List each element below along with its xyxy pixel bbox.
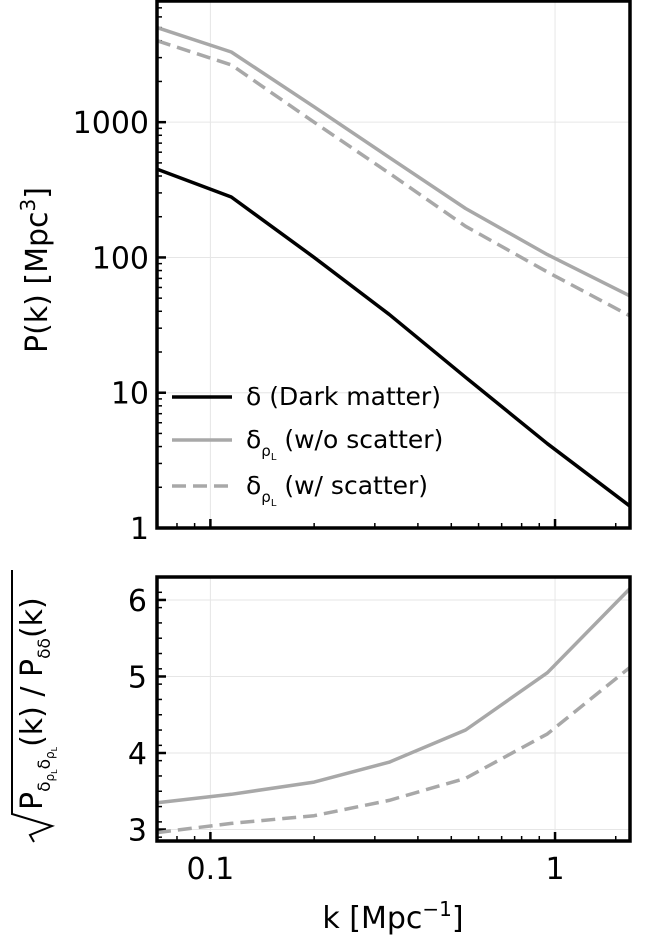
ratio-expression: PδρLδρL(k) / Pδδ(k) (15, 597, 59, 810)
ratio-series-line-1 (156, 665, 632, 835)
series-line-2 (156, 39, 631, 318)
legend-entry: δρL (w/ scatter) (246, 471, 428, 509)
top-y-axis-label: P(k) [Mpc3] (16, 187, 55, 353)
bottom-panel-frame (155, 575, 632, 843)
top-panel-frame (155, 0, 632, 530)
y-tick-label: 10 (111, 377, 149, 412)
y-tick-label: 5 (128, 660, 147, 695)
x-tick-label: 0.1 (187, 852, 235, 887)
series-line-0 (156, 167, 632, 508)
series-line-1 (156, 25, 631, 298)
y-tick-label: 4 (128, 737, 147, 772)
x-axis-label: k [Mpc−1] (322, 897, 463, 936)
y-tick-label: 6 (128, 584, 147, 619)
y-tick-label: 1000 (73, 106, 149, 141)
bottom-y-axis-label: PδρLδρL(k) / Pδδ(k) (11, 570, 59, 843)
y-tick-label: 100 (92, 241, 149, 276)
bottom-panel: 0.1 1 3 4 5 6 (128, 575, 632, 887)
y-tick-label: 1 (130, 512, 149, 547)
x-tick-label: 1 (545, 852, 564, 887)
y-tick-label: 3 (128, 814, 147, 849)
sqrt-sign (11, 570, 55, 843)
legend-entry: δρL (w/o scatter) (246, 425, 443, 463)
legend-entry: δ (Dark matter) (246, 382, 441, 411)
top-panel: 1 10 100 1000 δ (Dark matter) δρL (w/o scatte… (73, 0, 632, 547)
ratio-series-line-0 (156, 587, 632, 805)
